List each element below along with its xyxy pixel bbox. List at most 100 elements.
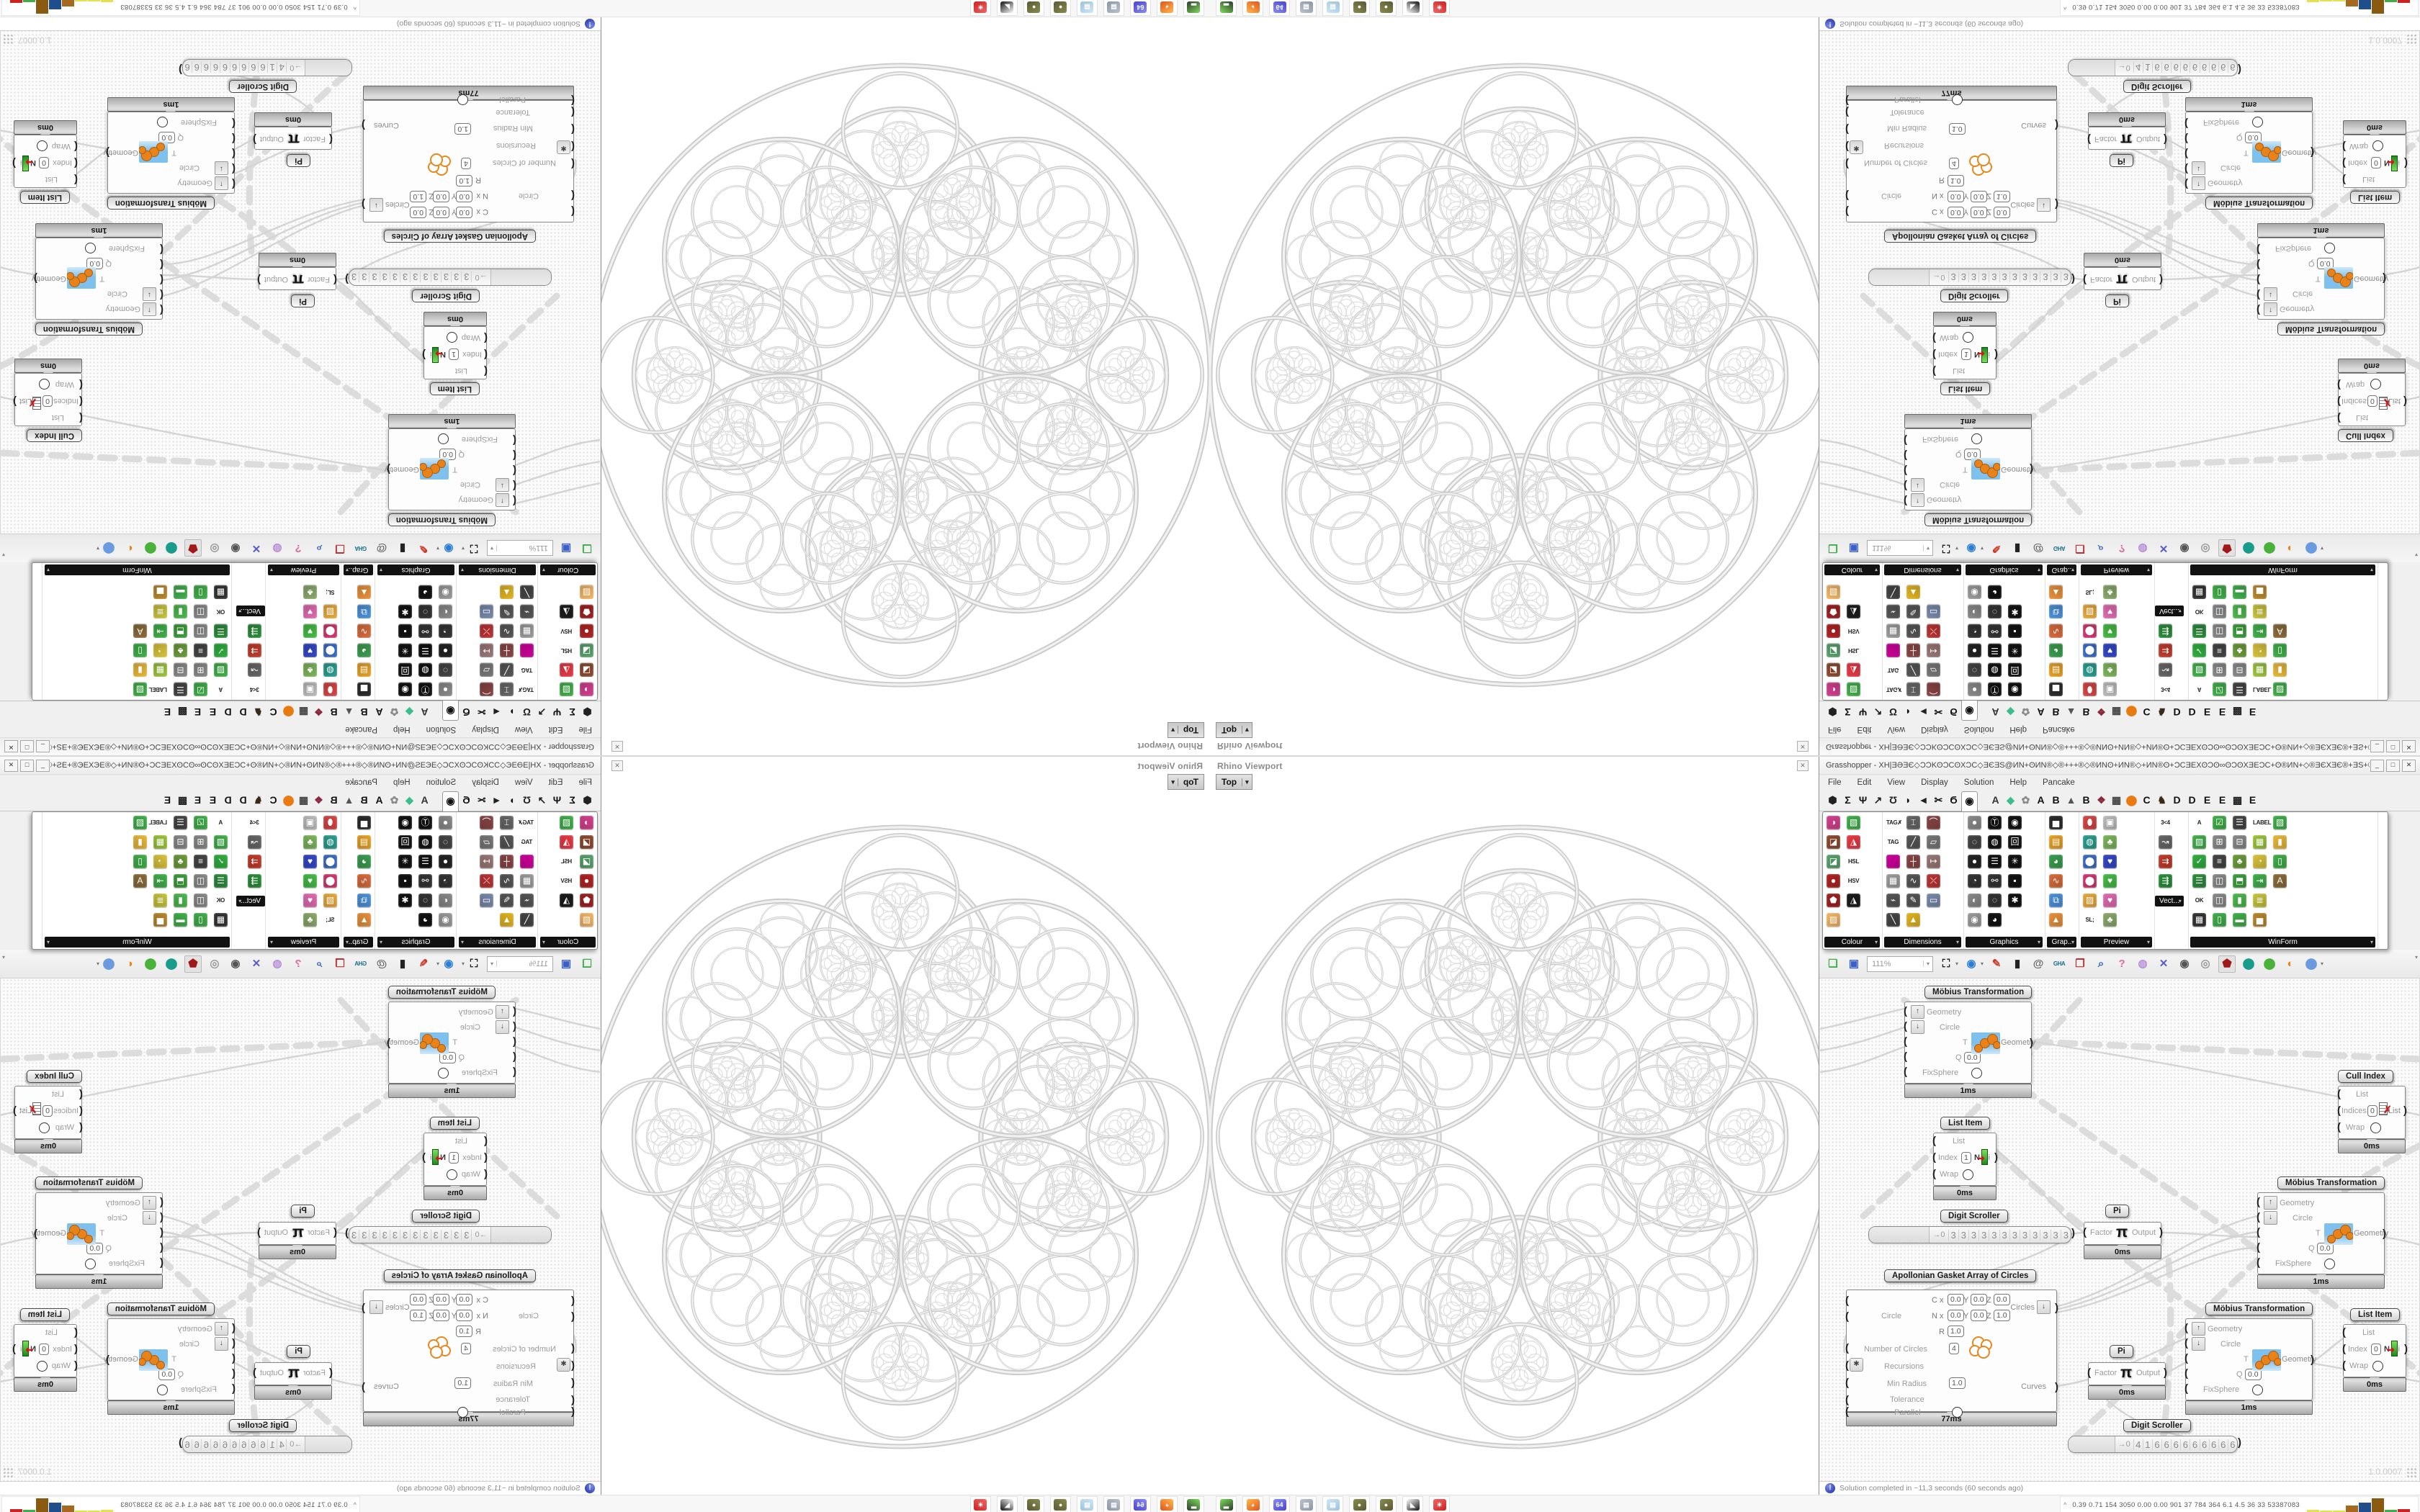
- tab-vector-icon[interactable]: ↗: [537, 794, 547, 806]
- component-icon[interactable]: ⊞: [194, 663, 207, 677]
- chevron-down-icon[interactable]: ▾: [436, 960, 439, 967]
- input-port[interactable]: (: [1904, 1035, 1907, 1048]
- component-icon[interactable]: ▨: [1827, 913, 1840, 927]
- output-port[interactable]: ): [387, 1037, 390, 1049]
- menu-display[interactable]: Display: [472, 778, 499, 787]
- tab-plugin-blob-icon[interactable]: ✿: [390, 706, 399, 718]
- system-monitor[interactable]: ^ 0.39 0.71 154 3050 0.00 0.00 901 37 78…: [1, 0, 360, 16]
- red-badge-icon[interactable]: ✳: [970, 1496, 991, 1512]
- tab-plugin-b1-icon[interactable]: B: [360, 706, 368, 718]
- firefox-icon[interactable]: ◕: [1157, 1496, 1178, 1512]
- definition-canvas[interactable]: 1.0.0007 Möbius Transformation(((((↑ ↓ Geo…: [1820, 31, 2420, 534]
- tab-plugin-gem-icon[interactable]: ◆: [405, 706, 413, 718]
- input-port[interactable]: (: [2184, 1382, 2188, 1395]
- output-port[interactable]: ): [2055, 1302, 2058, 1314]
- mobius-transformation-1[interactable]: (((((↑ ↓ Geometry Circle T Q 0.0 FixSphere Geome…: [385, 1002, 516, 1084]
- input-port[interactable]: (: [2184, 117, 2188, 130]
- scroller-digit[interactable]: 6: [192, 62, 202, 73]
- paintbrush-icon[interactable]: ✎: [418, 957, 429, 970]
- scroller-digit[interactable]: 4: [277, 62, 287, 73]
- cat-icon[interactable]: ◣: [997, 1496, 1018, 1512]
- apollonian-gasket-array[interactable]: C x 0.0 Y 0.0 Z 0.0 Circle N x 0.0 Y 0.0 Z 1.0 R 1.0 Nu…: [362, 94, 575, 222]
- dna-icon[interactable]: ✕: [2159, 542, 2169, 555]
- mobius-transformation-2[interactable]: (((((↑ ↓ Geometry Circle T Q 0.0 FixSphere Geome…: [32, 1192, 163, 1274]
- input-port[interactable]: (: [2184, 148, 2188, 160]
- input-port[interactable]: (: [571, 1295, 575, 1307]
- input-port[interactable]: (: [1845, 158, 1849, 170]
- chevron-down-icon[interactable]: ▾: [1955, 960, 1959, 967]
- scroller-digit[interactable]: 1: [2142, 62, 2152, 73]
- component-icon[interactable]: ▯: [2273, 644, 2287, 657]
- input-port[interactable]: (: [1932, 348, 1936, 361]
- flatten-icon[interactable]: ↓: [2037, 198, 2051, 212]
- moss-sphere-icon-2[interactable]: ●: [1376, 0, 1397, 16]
- component-icon[interactable]: ⊟: [2233, 835, 2246, 849]
- scroller-digit[interactable]: 1: [2142, 1439, 2152, 1450]
- component-icon[interactable]: ✓: [214, 855, 228, 868]
- component-icon[interactable]: 回: [2008, 663, 2022, 677]
- value-chip[interactable]: 0.0: [433, 1310, 449, 1321]
- component-icon[interactable]: ⌁: [1886, 894, 1900, 907]
- component-icon[interactable]: A: [218, 819, 223, 826]
- fixsphere-toggle[interactable]: [1971, 433, 1982, 444]
- tab-plugin-e2-icon[interactable]: E: [194, 794, 202, 806]
- component-icon[interactable]: HSL: [1847, 647, 1860, 654]
- component-icon[interactable]: ⤫: [1927, 874, 1940, 888]
- component-icon[interactable]: ●: [439, 855, 452, 868]
- panel-group-label[interactable]: Grap.. ▾: [344, 937, 373, 948]
- grasshopper-titlebar[interactable]: Grasshopper - XH|ƎƏƎЄ◇ƆƆKʘƆCʘΧƆC◇ƎЄƎS@ИN…: [1819, 737, 2420, 755]
- component-icon[interactable]: ⌁: [520, 605, 534, 618]
- barrel-icon[interactable]: ▮: [2014, 957, 2021, 970]
- input-port[interactable]: (: [2337, 1121, 2341, 1133]
- wrap-toggle[interactable]: [447, 332, 457, 343]
- scroller-sign[interactable]: →0: [290, 1440, 302, 1449]
- close-button[interactable]: ✕: [2402, 760, 2416, 772]
- scroller-digit[interactable]: 6: [239, 62, 249, 73]
- tab-plugin-orange-icon[interactable]: ⬤: [282, 794, 295, 806]
- component-icon[interactable]: ♥: [303, 644, 317, 657]
- gem-icon[interactable]: ⬟: [184, 539, 202, 557]
- component-icon[interactable]: ◍: [323, 663, 337, 677]
- output-port[interactable]: ): [2159, 1226, 2163, 1238]
- component-icon[interactable]: ☑: [194, 816, 207, 829]
- component-icon[interactable]: ⬤: [2083, 855, 2097, 868]
- tab-plugin-grid-icon[interactable]: ▦: [2111, 794, 2122, 806]
- tab-plugin-c-icon[interactable]: C: [2143, 706, 2151, 718]
- scroller-digit[interactable]: 3: [400, 271, 411, 283]
- component-icon[interactable]: ▤: [357, 663, 371, 677]
- scroller-digit[interactable]: 3: [441, 271, 452, 283]
- component-icon[interactable]: ⚯: [1988, 874, 2002, 888]
- component-icon[interactable]: ◐: [439, 605, 452, 618]
- output-port[interactable]: ): [253, 1367, 256, 1379]
- input-port[interactable]: (: [571, 1377, 575, 1389]
- component-icon[interactable]: ♣: [303, 835, 317, 849]
- tab-plugin-e3-icon[interactable]: E: [2249, 794, 2257, 806]
- red-badge-icon[interactable]: ✳: [1429, 1496, 1450, 1512]
- component-icon[interactable]: ▨: [214, 835, 228, 849]
- list-item-1[interactable]: (((List Index 1 N ➜ Wrap i): [422, 1133, 488, 1186]
- tab-params-icon[interactable]: ⬢: [1828, 794, 1837, 806]
- zoom-extents-icon[interactable]: ⛶: [470, 957, 478, 970]
- apollonian-gasket-array-label[interactable]: Apollonian Gasket Array of Circles: [383, 1269, 536, 1282]
- component-icon[interactable]: ▲: [1906, 913, 1920, 927]
- input-port[interactable]: (: [513, 480, 516, 492]
- component-icon[interactable]: ▭: [480, 605, 493, 618]
- graft-icon[interactable]: ↑: [215, 1322, 228, 1336]
- output-port[interactable]: ): [106, 146, 109, 158]
- grasshopper-titlebar[interactable]: Grasshopper - XH|ƎƏƎЄ◇ƆƆKʘƆCʘΧƆC◇ƎЄƎS@ИN…: [1819, 757, 2420, 775]
- pi-1-label[interactable]: Pi: [291, 1205, 315, 1218]
- component-icon[interactable]: ◉: [1968, 585, 1981, 599]
- tab-surface-icon[interactable]: ◗: [1905, 794, 1912, 806]
- component-icon[interactable]: ↝: [2159, 663, 2172, 677]
- output-port[interactable]: ): [1994, 348, 1998, 361]
- teal-blob-icon[interactable]: ⬤: [165, 957, 178, 970]
- menu-file[interactable]: File: [1828, 778, 1842, 787]
- scroller-digit[interactable]: 3: [421, 271, 431, 283]
- component-icon[interactable]: ▨: [2192, 663, 2206, 677]
- component-icon[interactable]: LABEL: [2253, 819, 2272, 826]
- component-icon[interactable]: ∿: [2049, 874, 2063, 888]
- mobius-transformation-1-label[interactable]: Möbius Transformation: [1924, 986, 2033, 999]
- panel-group-label[interactable]: Vect... ▾: [2155, 896, 2184, 906]
- graft-icon[interactable]: ↑: [2192, 1322, 2205, 1336]
- tab-maths-icon[interactable]: Σ: [1845, 706, 1851, 718]
